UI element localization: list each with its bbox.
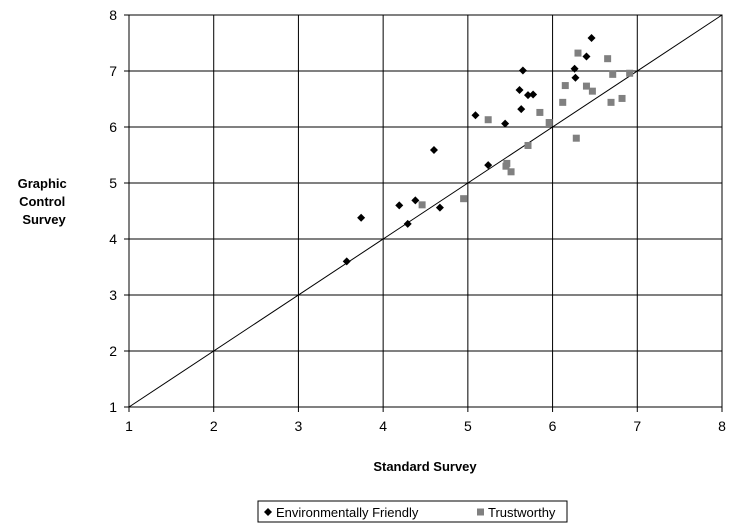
point-environmentally-friendly-8	[484, 161, 493, 170]
point-trustworthy-1	[460, 195, 468, 203]
y-axis-title-line-3: Survey	[22, 212, 66, 227]
point-trustworthy-17	[609, 70, 617, 78]
point-trustworthy-14	[588, 87, 596, 95]
point-environmentally-friendly-12	[518, 66, 527, 75]
x-tick-label-7: 7	[633, 418, 641, 434]
plot-area	[128, 14, 723, 408]
reference-line-group	[128, 14, 723, 408]
point-trustworthy-19	[626, 69, 634, 77]
point-environmentally-friendly-9	[501, 119, 510, 128]
point-environmentally-friendly-16	[571, 73, 580, 82]
data-points	[342, 33, 634, 266]
y-tick-label-2: 2	[109, 343, 117, 359]
point-trustworthy-6	[524, 141, 532, 149]
y-axis-title: Graphic Control Survey	[18, 176, 71, 227]
point-environmentally-friendly-1	[357, 213, 366, 222]
point-trustworthy-0	[418, 201, 426, 209]
legend-box	[257, 500, 568, 523]
point-trustworthy-2	[484, 116, 492, 124]
legend-diamond-marker	[264, 508, 272, 516]
point-trustworthy-4	[503, 159, 511, 167]
legend-label-trustworthy: Trustworthy	[488, 505, 556, 520]
point-trustworthy-9	[559, 98, 567, 106]
x-tick-label-6: 6	[549, 418, 557, 434]
point-trustworthy-8	[545, 119, 553, 127]
point-environmentally-friendly-4	[411, 196, 420, 205]
point-environmentally-friendly-6	[435, 203, 444, 212]
point-environmentally-friendly-18	[587, 33, 596, 42]
point-environmentally-friendly-2	[395, 201, 404, 210]
point-environmentally-friendly-11	[517, 105, 526, 114]
y-tick-label-8: 8	[109, 7, 117, 23]
y-axis-title-line-2: Control	[19, 194, 65, 209]
x-tick-label-1: 1	[125, 418, 133, 434]
point-trustworthy-13	[582, 82, 590, 90]
x-tick-label-5: 5	[464, 418, 472, 434]
legend: Environmentally Friendly Trustworthy	[257, 500, 568, 523]
point-environmentally-friendly-7	[471, 111, 480, 120]
x-tick-label-2: 2	[210, 418, 218, 434]
y-tick-label-3: 3	[109, 287, 117, 303]
x-tick-label-8: 8	[718, 418, 726, 434]
point-environmentally-friendly-13	[524, 91, 533, 100]
point-environmentally-friendly-10	[515, 86, 524, 95]
point-environmentally-friendly-15	[570, 64, 579, 73]
x-tick-label-4: 4	[379, 418, 387, 434]
diagonal-reference-line	[128, 14, 723, 408]
y-axis-ticks: 1 2 3 4 5 6 7 8	[109, 7, 129, 415]
legend-label-environmentally-friendly: Environmentally Friendly	[276, 505, 419, 520]
y-tick-label-6: 6	[109, 119, 117, 135]
y-axis-title-line-1: Graphic	[18, 176, 67, 191]
point-trustworthy-11	[572, 134, 580, 142]
y-tick-label-1: 1	[109, 399, 117, 415]
gridlines	[129, 15, 722, 407]
point-trustworthy-16	[607, 98, 615, 106]
y-tick-label-7: 7	[109, 63, 117, 79]
point-trustworthy-7	[536, 108, 544, 116]
point-environmentally-friendly-5	[429, 145, 438, 154]
point-trustworthy-5	[507, 168, 515, 176]
y-tick-label-4: 4	[109, 231, 117, 247]
x-axis-ticks: 1 2 3 4 5 6 7 8	[125, 407, 726, 434]
legend-square-marker	[477, 508, 484, 516]
point-trustworthy-18	[618, 94, 626, 102]
point-trustworthy-12	[574, 49, 582, 57]
point-environmentally-friendly-17	[582, 52, 591, 61]
x-axis-title: Standard Survey	[373, 459, 477, 474]
y-tick-label-5: 5	[109, 175, 117, 191]
point-environmentally-friendly-0	[342, 257, 351, 266]
point-trustworthy-10	[561, 82, 569, 90]
point-trustworthy-15	[604, 55, 612, 63]
x-tick-label-3: 3	[295, 418, 303, 434]
point-environmentally-friendly-3	[403, 219, 412, 228]
point-environmentally-friendly-14	[529, 90, 538, 99]
